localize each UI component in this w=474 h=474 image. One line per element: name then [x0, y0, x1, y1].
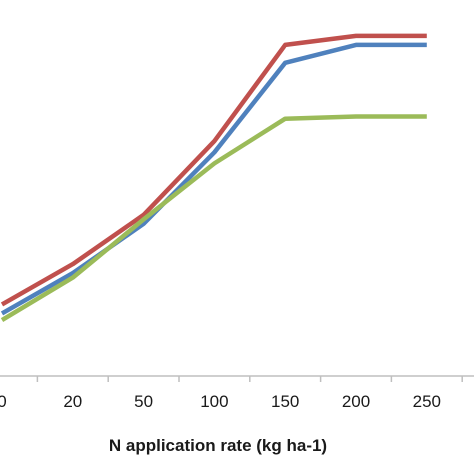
series-layer: [0, 33, 427, 323]
x-tick-label: 100: [200, 392, 228, 411]
series-line-3: [0, 114, 427, 323]
x-axis-title: N application rate (kg ha-1): [109, 436, 327, 455]
x-tick-label: 20: [63, 392, 82, 411]
series-line-2: [0, 42, 427, 316]
x-axis-ticks: [36, 376, 463, 382]
x-tick-label: 150: [271, 392, 299, 411]
x-axis-tick-labels: 0 20 50 100 150 200 250: [0, 392, 441, 411]
x-tick-label: 0: [0, 392, 7, 411]
x-tick-label: 200: [342, 392, 370, 411]
x-tick-label: 50: [134, 392, 153, 411]
series-line-1: [0, 33, 427, 307]
x-tick-label: 250: [413, 392, 441, 411]
